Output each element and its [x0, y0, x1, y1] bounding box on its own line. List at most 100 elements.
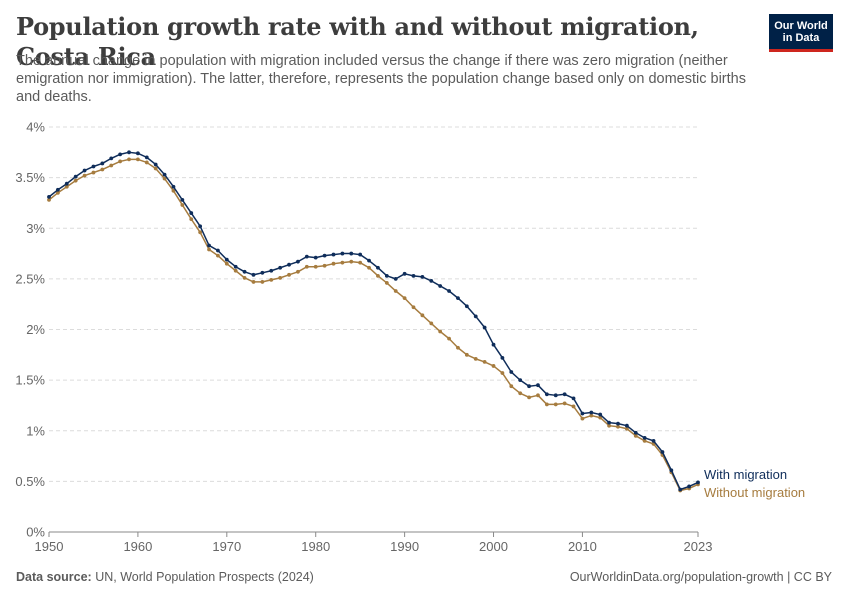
data-point: [162, 176, 167, 181]
series-line-with-migration: [48, 151, 699, 491]
y-tick-label: 3.5%: [15, 170, 45, 185]
data-point: [269, 268, 274, 273]
data-source-text: UN, World Population Prospects (2024): [95, 570, 314, 584]
data-point: [571, 396, 576, 401]
data-point: [287, 272, 291, 277]
data-point: [616, 421, 620, 426]
data-point: [464, 352, 469, 357]
data-point: [642, 435, 647, 440]
data-point: [518, 391, 523, 396]
data-point: [402, 271, 407, 276]
data-point: [562, 392, 567, 397]
y-tick-label: 0%: [26, 525, 45, 540]
data-point: [376, 273, 380, 278]
data-point: [127, 150, 131, 155]
y-tick-label: 2%: [26, 322, 45, 337]
data-point: [269, 277, 274, 282]
data-point: [296, 269, 300, 274]
data-point: [562, 401, 567, 406]
data-point: [296, 259, 300, 264]
logo-line-1: Our World: [774, 20, 828, 32]
data-point: [100, 167, 105, 172]
data-point: [456, 345, 460, 350]
data-point: [447, 289, 451, 293]
data-point: [687, 484, 692, 489]
data-point: [64, 184, 69, 189]
data-point: [91, 164, 96, 169]
x-tick-label: 2010: [568, 539, 597, 554]
data-point: [55, 187, 60, 192]
data-point: [242, 269, 247, 274]
series-label-with-migration: With migration: [704, 467, 787, 482]
data-point: [544, 402, 549, 407]
x-tick-label: 2023: [684, 539, 713, 554]
data-point: [287, 262, 291, 267]
data-point: [367, 258, 371, 263]
data-point: [144, 160, 149, 165]
series-label-without-migration: Without migration: [704, 485, 805, 500]
data-point: [429, 321, 434, 326]
data-point: [473, 356, 478, 361]
data-point: [349, 259, 354, 264]
data-point: [82, 173, 87, 178]
data-point: [180, 198, 185, 202]
y-tick-label: 1%: [26, 423, 45, 438]
data-point: [278, 265, 283, 270]
y-tick-label: 4%: [26, 120, 45, 135]
source-url-link[interactable]: OurWorldinData.org/population-growth | C…: [569, 570, 832, 584]
data-point: [429, 279, 434, 283]
data-point: [491, 342, 496, 347]
data-point: [598, 412, 603, 417]
data-point: [198, 230, 203, 235]
data-point: [242, 275, 247, 280]
data-source: Data source: UN, World Population Prospe…: [16, 570, 314, 584]
data-point: [313, 255, 318, 260]
data-point: [393, 289, 398, 293]
data-point: [109, 163, 114, 168]
data-point: [367, 265, 371, 270]
data-point: [313, 264, 318, 269]
data-point: [153, 166, 158, 171]
data-point: [384, 273, 389, 278]
data-point: [189, 217, 194, 222]
logo-line-2: in Data: [782, 32, 820, 44]
data-point: [580, 411, 585, 416]
data-point: [340, 260, 345, 265]
data-point: [82, 168, 87, 173]
owid-logo[interactable]: Our World in Data: [769, 14, 833, 52]
data-point: [589, 410, 594, 415]
x-tick-label: 1990: [390, 539, 419, 554]
data-point: [393, 276, 398, 281]
x-tick-label: 2000: [479, 539, 508, 554]
data-point: [411, 273, 416, 278]
data-point: [144, 155, 149, 160]
data-point: [527, 384, 531, 389]
data-point: [171, 184, 176, 189]
data-point: [322, 263, 327, 268]
data-point: [402, 296, 407, 301]
data-point: [500, 371, 505, 375]
series-line-without-migration: [48, 158, 699, 492]
data-point: [589, 413, 594, 418]
data-point: [180, 203, 185, 207]
data-point: [624, 426, 629, 431]
data-point: [216, 253, 220, 258]
data-point: [233, 268, 238, 273]
line-chart: 0% 0.5% 1% 1.5% 2% 2.5% 3% 3.5% 4% 1950 1960 1970 19…: [15, 120, 805, 555]
data-point: [304, 264, 309, 269]
data-point: [224, 261, 229, 266]
data-point: [322, 253, 327, 258]
data-point: [500, 355, 505, 360]
data-point: [473, 314, 478, 319]
data-point: [224, 257, 229, 262]
data-point: [447, 336, 451, 341]
data-point: [127, 157, 131, 162]
data-point: [651, 438, 656, 443]
data-point: [518, 378, 523, 383]
data-point: [136, 157, 140, 162]
data-point: [456, 296, 460, 301]
data-point: [607, 423, 611, 428]
x-tick-label: 1950: [35, 539, 64, 554]
chart-title: Population growth rate with and without …: [16, 12, 699, 71]
data-point: [669, 468, 674, 473]
